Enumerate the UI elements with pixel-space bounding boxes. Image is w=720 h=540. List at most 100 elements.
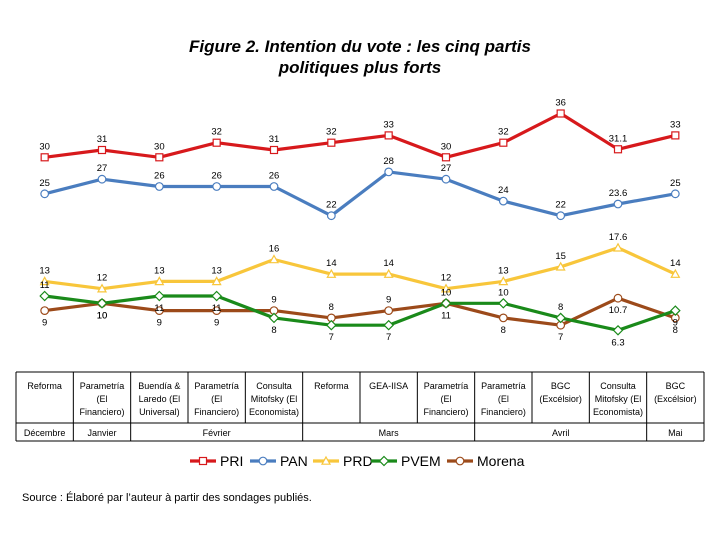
data-label-pri-11: 31.1	[609, 133, 628, 144]
data-label-pvem-6: 7	[329, 332, 334, 343]
data-label-prd-6: 14	[326, 258, 337, 269]
legend-label-prd: PRD	[343, 453, 373, 469]
point-pri-8	[441, 153, 451, 162]
category-label-9: Parametría (El Financiero)	[481, 381, 526, 417]
point-prd-3	[154, 276, 165, 286]
data-label-morena-3: 9	[157, 318, 162, 329]
data-label-prd-11: 17.6	[609, 232, 628, 243]
legend-item-pan: PAN	[250, 453, 308, 469]
category-label-12-line-2: (Excélsior)	[654, 394, 697, 404]
category-label-3: Buendía & Laredo (El Universal)	[138, 381, 180, 417]
category-label-10-line-1: BGC	[551, 381, 571, 391]
point-pri-5	[269, 145, 279, 155]
category-label-11-line-1: Consulta	[600, 381, 636, 391]
month-label-6: Mai	[668, 428, 683, 438]
category-label-12: BGC (Excélsior)	[654, 381, 697, 404]
data-label-morena-12: 8	[673, 325, 678, 336]
data-label-pri-10: 36	[555, 98, 566, 109]
data-label-pvem-3: 11	[154, 303, 164, 314]
data-label-pvem-7: 7	[386, 332, 391, 343]
point-pri-11	[613, 145, 623, 154]
point-prd-8	[440, 283, 452, 293]
data-label-pan-9: 24	[498, 185, 509, 196]
data-label-pri-6: 32	[326, 127, 337, 138]
data-label-pan-10: 22	[555, 200, 566, 211]
data-label-pan-3: 26	[154, 171, 165, 182]
data-label-morena-11: 10.7	[609, 305, 628, 316]
point-prd-12	[670, 268, 681, 278]
category-label-11-line-2: Mitofsky (El	[595, 394, 642, 404]
category-label-5-line-1: Consulta	[256, 381, 292, 391]
category-label-6: Reforma	[314, 381, 349, 391]
data-label-prd-7: 14	[383, 258, 394, 269]
data-label-morena-2: 10	[97, 310, 108, 321]
legend-label-morena: Morena	[477, 453, 525, 469]
point-pan-5	[269, 182, 279, 191]
legend-marker-pri	[198, 456, 208, 466]
point-pvem-8	[440, 297, 452, 309]
data-label-pan-4: 26	[211, 171, 222, 182]
point-prd-4	[211, 276, 222, 286]
category-label-3-line-1: Buendía &	[138, 381, 180, 391]
data-label-pan-2: 27	[97, 163, 108, 174]
point-pan-7	[384, 167, 394, 177]
point-pan-1	[40, 189, 50, 199]
point-pri-4	[212, 138, 221, 147]
point-pvem-5	[268, 312, 280, 324]
data-label-morena-5: 9	[271, 295, 276, 306]
category-label-4-line-1: Parametría	[194, 381, 239, 391]
category-label-6-line-1: Reforma	[314, 381, 349, 391]
series-line-pvem	[43, 294, 677, 332]
month-label-3: Février	[203, 428, 231, 438]
data-label-pri-2: 31	[97, 134, 108, 145]
data-label-pri-9: 32	[498, 127, 509, 138]
point-prd-9	[498, 276, 509, 286]
category-label-10: BGC (Excélsior)	[539, 381, 582, 404]
point-pvem-1	[39, 290, 51, 302]
category-label-5-line-3: Economista)	[249, 407, 299, 417]
category-label-8-line-3: Financiero)	[423, 407, 468, 417]
point-prd-7	[383, 268, 394, 278]
month-label-5: Avril	[552, 428, 569, 438]
month-label-2: Janvier	[87, 428, 116, 438]
data-label-pvem-12: 9	[673, 318, 678, 329]
point-pvem-12	[669, 305, 681, 316]
point-morena-3	[154, 306, 164, 316]
data-label-pri-12: 33	[670, 119, 681, 130]
category-label-4: Parametría (El Financiero)	[194, 381, 239, 417]
data-label-morena-9: 8	[501, 325, 506, 336]
data-label-morena-7: 9	[386, 295, 391, 306]
point-pan-11	[613, 199, 623, 209]
category-label-7-line-1: GEA-IISA	[369, 381, 408, 391]
data-label-pan-1: 25	[39, 178, 50, 189]
data-label-pri-7: 33	[383, 119, 394, 130]
point-pvem-2	[96, 297, 108, 309]
data-label-pan-6: 22	[326, 200, 337, 211]
category-label-2-line-1: Parametría	[80, 381, 125, 391]
legend-marker-morena	[455, 456, 465, 466]
point-pvem-3	[153, 290, 165, 302]
point-prd-6	[326, 268, 337, 278]
data-label-morena-4: 9	[214, 318, 219, 329]
category-label-9-line-3: Financiero)	[481, 407, 526, 417]
point-pri-7	[384, 131, 393, 140]
point-morena-4	[212, 306, 222, 316]
data-label-pan-8: 27	[441, 163, 452, 174]
point-pri-12	[671, 131, 680, 140]
data-label-prd-12: 14	[670, 258, 681, 269]
data-label-pvem-11: 6.3	[611, 337, 624, 348]
category-label-5-line-2: Mitofsky (El	[251, 394, 298, 404]
category-label-10-line-2: (Excélsior)	[539, 394, 582, 404]
point-pan-3	[154, 182, 164, 191]
point-prd-10	[555, 261, 566, 271]
legend-label-pvem: PVEM	[401, 453, 441, 469]
legend-label-pan: PAN	[280, 453, 308, 469]
category-label-3-line-2: Laredo (El	[139, 394, 181, 404]
point-pvem-4	[211, 290, 223, 302]
point-pri-1	[40, 153, 49, 162]
data-label-pvem-4: 11	[212, 303, 222, 314]
point-pan-4	[212, 182, 222, 191]
data-label-pri-8: 30	[441, 141, 452, 152]
data-label-pri-4: 32	[211, 127, 222, 138]
